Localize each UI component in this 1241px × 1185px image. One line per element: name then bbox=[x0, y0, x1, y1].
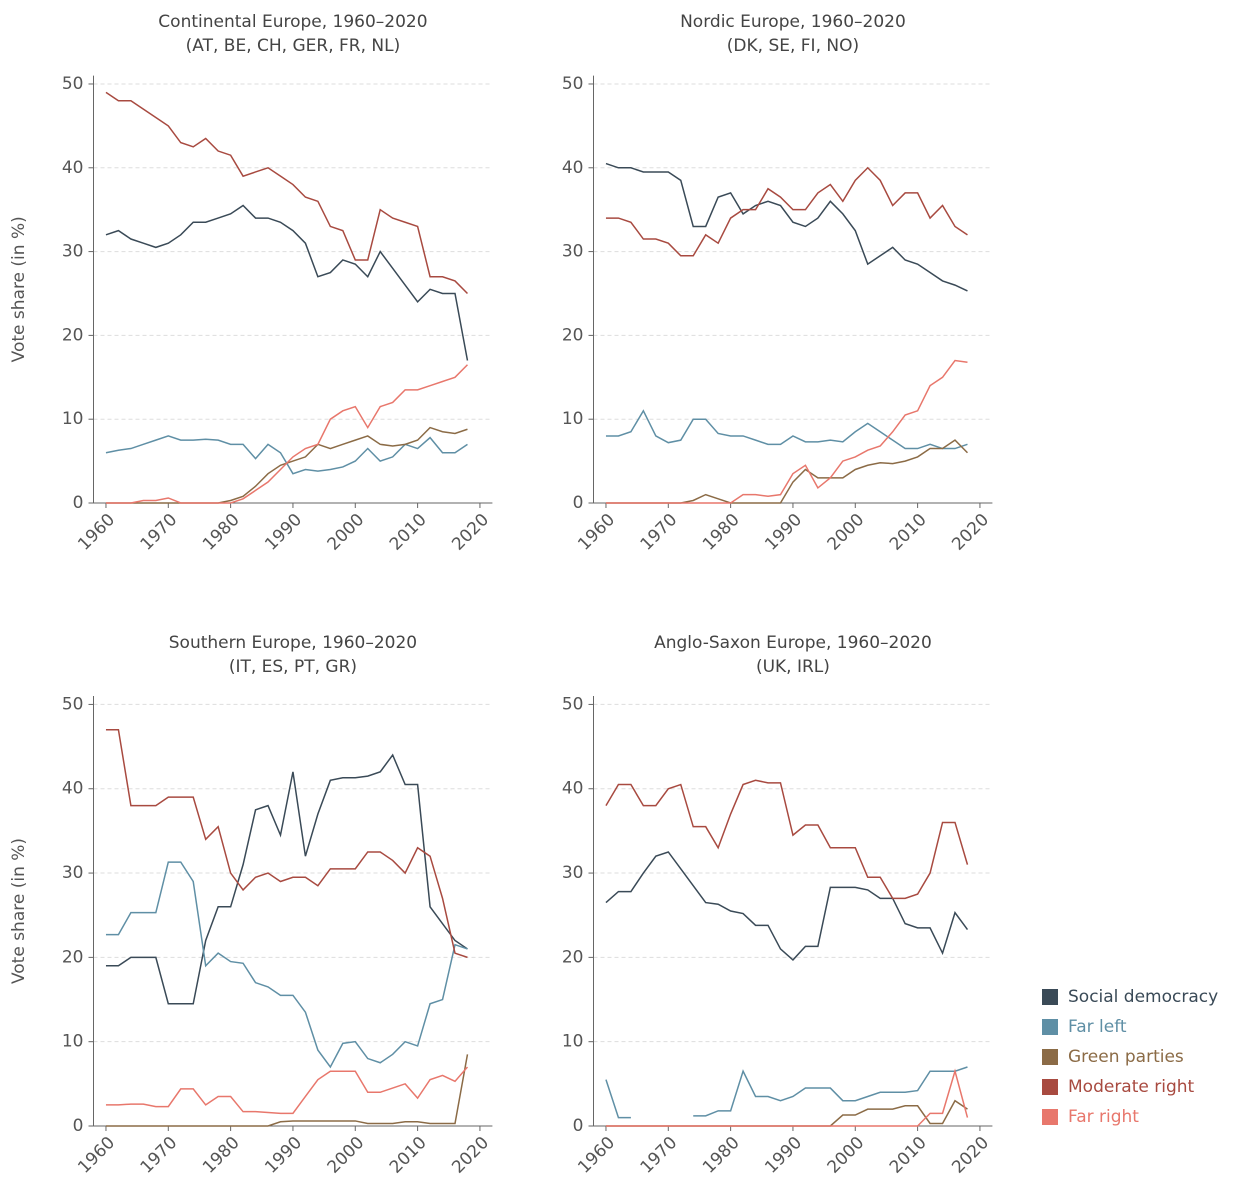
y-tick-label: 30 bbox=[62, 863, 84, 883]
series-line bbox=[105, 728, 468, 959]
x-tick-label: 1970 bbox=[137, 1133, 182, 1178]
y-tick-label: 0 bbox=[573, 493, 584, 513]
x-tick-label: 2000 bbox=[324, 510, 369, 555]
y-tick-label: 10 bbox=[562, 1032, 584, 1052]
y-tick-label: 40 bbox=[562, 779, 584, 799]
x-tick-label: 1970 bbox=[137, 510, 182, 555]
chart-title: Anglo-Saxon Europe, 1960–2020 bbox=[654, 633, 932, 653]
series-line bbox=[605, 779, 969, 900]
x-tick-label: 2020 bbox=[948, 1133, 993, 1178]
series-line bbox=[105, 1066, 469, 1115]
chart-subtitle: (DK, SE, FI, NO) bbox=[727, 36, 859, 56]
x-tick-label: 2020 bbox=[448, 1133, 493, 1178]
y-tick-label: 40 bbox=[562, 158, 584, 178]
y-tick-label: 20 bbox=[62, 325, 84, 345]
x-tick-label: 2000 bbox=[824, 1133, 869, 1178]
x-tick-label: 2000 bbox=[324, 1133, 369, 1178]
x-tick-label: 1960 bbox=[574, 510, 619, 555]
legend-swatch bbox=[1042, 1109, 1058, 1125]
series-line bbox=[105, 753, 468, 1005]
x-tick-label: 2010 bbox=[386, 1133, 431, 1178]
y-tick-label: 30 bbox=[562, 242, 584, 262]
x-tick-label: 2010 bbox=[886, 1133, 931, 1178]
x-tick-label: 1980 bbox=[199, 510, 244, 555]
legend-label: Green parties bbox=[1068, 1047, 1184, 1067]
y-tick-label: 50 bbox=[62, 694, 84, 714]
series-line bbox=[605, 166, 968, 257]
y-tick-label: 30 bbox=[62, 242, 84, 262]
y-tick-label: 0 bbox=[573, 1116, 584, 1136]
chart-subtitle: (AT, BE, CH, GER, FR, NL) bbox=[186, 36, 401, 56]
series-line bbox=[693, 1066, 968, 1117]
x-tick-label: 1980 bbox=[199, 1133, 244, 1178]
y-tick-label: 40 bbox=[62, 779, 84, 799]
chart-subtitle: (IT, ES, PT, GR) bbox=[229, 657, 357, 677]
y-tick-label: 10 bbox=[62, 1032, 84, 1052]
x-tick-label: 1970 bbox=[637, 510, 682, 555]
chart-title: Continental Europe, 1960–2020 bbox=[158, 12, 427, 32]
y-axis-label: Vote share (in %) bbox=[9, 216, 29, 362]
legend-label: Social democracy bbox=[1068, 987, 1218, 1007]
series-line bbox=[605, 1099, 968, 1127]
series-line bbox=[605, 851, 969, 961]
y-tick-label: 50 bbox=[562, 694, 584, 714]
series-line bbox=[605, 1079, 631, 1119]
x-tick-label: 1960 bbox=[74, 1133, 119, 1178]
chart-subtitle: (UK, IRL) bbox=[756, 657, 830, 677]
x-tick-label: 1990 bbox=[761, 1133, 806, 1178]
y-tick-label: 20 bbox=[62, 947, 84, 967]
x-tick-label: 2000 bbox=[824, 510, 869, 555]
y-tick-label: 20 bbox=[562, 947, 584, 967]
y-tick-label: 0 bbox=[73, 1116, 84, 1136]
y-axis-label: Vote share (in %) bbox=[9, 838, 29, 984]
y-tick-label: 10 bbox=[562, 409, 584, 429]
x-tick-label: 1990 bbox=[261, 510, 306, 555]
x-tick-label: 1960 bbox=[74, 510, 119, 555]
x-tick-label: 2010 bbox=[386, 510, 431, 555]
x-tick-label: 1980 bbox=[699, 510, 744, 555]
series-line bbox=[105, 364, 469, 504]
series-line bbox=[605, 439, 969, 504]
x-tick-label: 1960 bbox=[574, 1133, 619, 1178]
y-tick-label: 50 bbox=[562, 74, 584, 94]
series-line bbox=[605, 1068, 969, 1127]
legend-swatch bbox=[1042, 989, 1058, 1005]
x-tick-label: 1990 bbox=[261, 1133, 306, 1178]
series-line bbox=[105, 1054, 469, 1127]
x-tick-label: 2010 bbox=[886, 510, 931, 555]
y-tick-label: 0 bbox=[73, 493, 84, 513]
series-line bbox=[105, 204, 469, 361]
y-tick-label: 10 bbox=[62, 409, 84, 429]
series-line bbox=[105, 91, 469, 295]
series-line bbox=[105, 861, 468, 1069]
x-tick-label: 1990 bbox=[761, 510, 806, 555]
series-line bbox=[605, 162, 968, 292]
legend-swatch bbox=[1042, 1049, 1058, 1065]
legend-label: Far left bbox=[1068, 1017, 1127, 1037]
series-line bbox=[605, 359, 968, 504]
chart-title: Nordic Europe, 1960–2020 bbox=[680, 12, 906, 32]
y-tick-label: 30 bbox=[562, 863, 584, 883]
y-tick-label: 40 bbox=[62, 158, 84, 178]
x-tick-label: 2020 bbox=[948, 510, 993, 555]
chart-title: Southern Europe, 1960–2020 bbox=[169, 633, 417, 653]
series-line bbox=[605, 409, 968, 450]
x-tick-label: 1970 bbox=[637, 1133, 682, 1178]
x-tick-label: 2020 bbox=[448, 510, 493, 555]
legend-swatch bbox=[1042, 1019, 1058, 1035]
y-tick-label: 50 bbox=[62, 74, 84, 94]
y-tick-label: 20 bbox=[562, 325, 584, 345]
legend-label: Moderate right bbox=[1068, 1077, 1195, 1097]
legend-swatch bbox=[1042, 1079, 1058, 1095]
x-tick-label: 1980 bbox=[699, 1133, 744, 1178]
legend-label: Far right bbox=[1068, 1107, 1139, 1127]
